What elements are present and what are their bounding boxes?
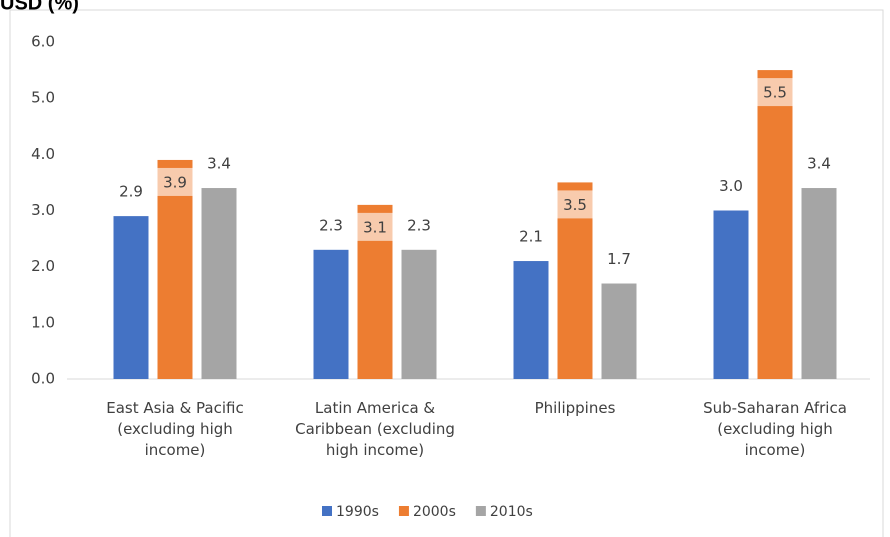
- value-label: 3.4: [207, 155, 231, 173]
- y-tick-label: 2.0: [31, 257, 55, 275]
- value-label: 3.5: [563, 196, 587, 214]
- value-label: 2.3: [407, 216, 431, 234]
- value-label: 3.4: [807, 155, 831, 173]
- bar: [601, 283, 637, 379]
- y-tick-label: 1.0: [31, 313, 55, 331]
- legend-label: 2010s: [490, 504, 533, 520]
- y-tick-label: 4.0: [31, 145, 55, 163]
- value-label: 2.1: [519, 228, 543, 246]
- legend-swatch: [475, 506, 486, 516]
- value-label-box: [357, 212, 393, 241]
- x-tick-label: Philippines: [534, 399, 616, 417]
- x-tick-label: East Asia & Pacific (excluding high inco…: [106, 399, 244, 459]
- bar: [801, 188, 837, 379]
- legend-swatch: [322, 506, 332, 516]
- value-label: 3.9: [163, 173, 187, 191]
- value-label-box: [757, 78, 793, 107]
- value-label: 5.5: [763, 84, 787, 102]
- bar: [157, 159, 193, 379]
- value-label-box: [557, 190, 593, 219]
- bar: [313, 249, 349, 379]
- legend-label: 1990s: [336, 504, 379, 520]
- y-tick-label: 3.0: [31, 201, 55, 219]
- value-label-box: [157, 167, 193, 196]
- y-tick-label: 6.0: [31, 33, 55, 51]
- value-label: 3.1: [363, 218, 387, 236]
- chart-title: USD (%): [0, 0, 79, 14]
- legend-swatch: [398, 506, 409, 516]
- bar: [201, 188, 237, 379]
- value-label: 2.9: [119, 183, 143, 201]
- chart-frame: [9, 9, 884, 537]
- value-label: 3.0: [719, 177, 743, 195]
- bar: [757, 70, 793, 379]
- y-tick-label: 0.0: [31, 370, 55, 388]
- bar: [513, 261, 549, 379]
- value-label: 2.3: [319, 216, 343, 234]
- bar: [113, 216, 149, 379]
- x-tick-label: Sub-Saharan Africa (excluding high incom…: [703, 399, 847, 459]
- x-tick-label: Latin America & Caribbean (excluding hig…: [295, 399, 455, 459]
- legend-label: 2000s: [413, 504, 456, 520]
- value-label: 1.7: [607, 250, 631, 268]
- bar: [713, 210, 749, 379]
- bar: [401, 249, 437, 379]
- y-tick-label: 5.0: [31, 89, 55, 107]
